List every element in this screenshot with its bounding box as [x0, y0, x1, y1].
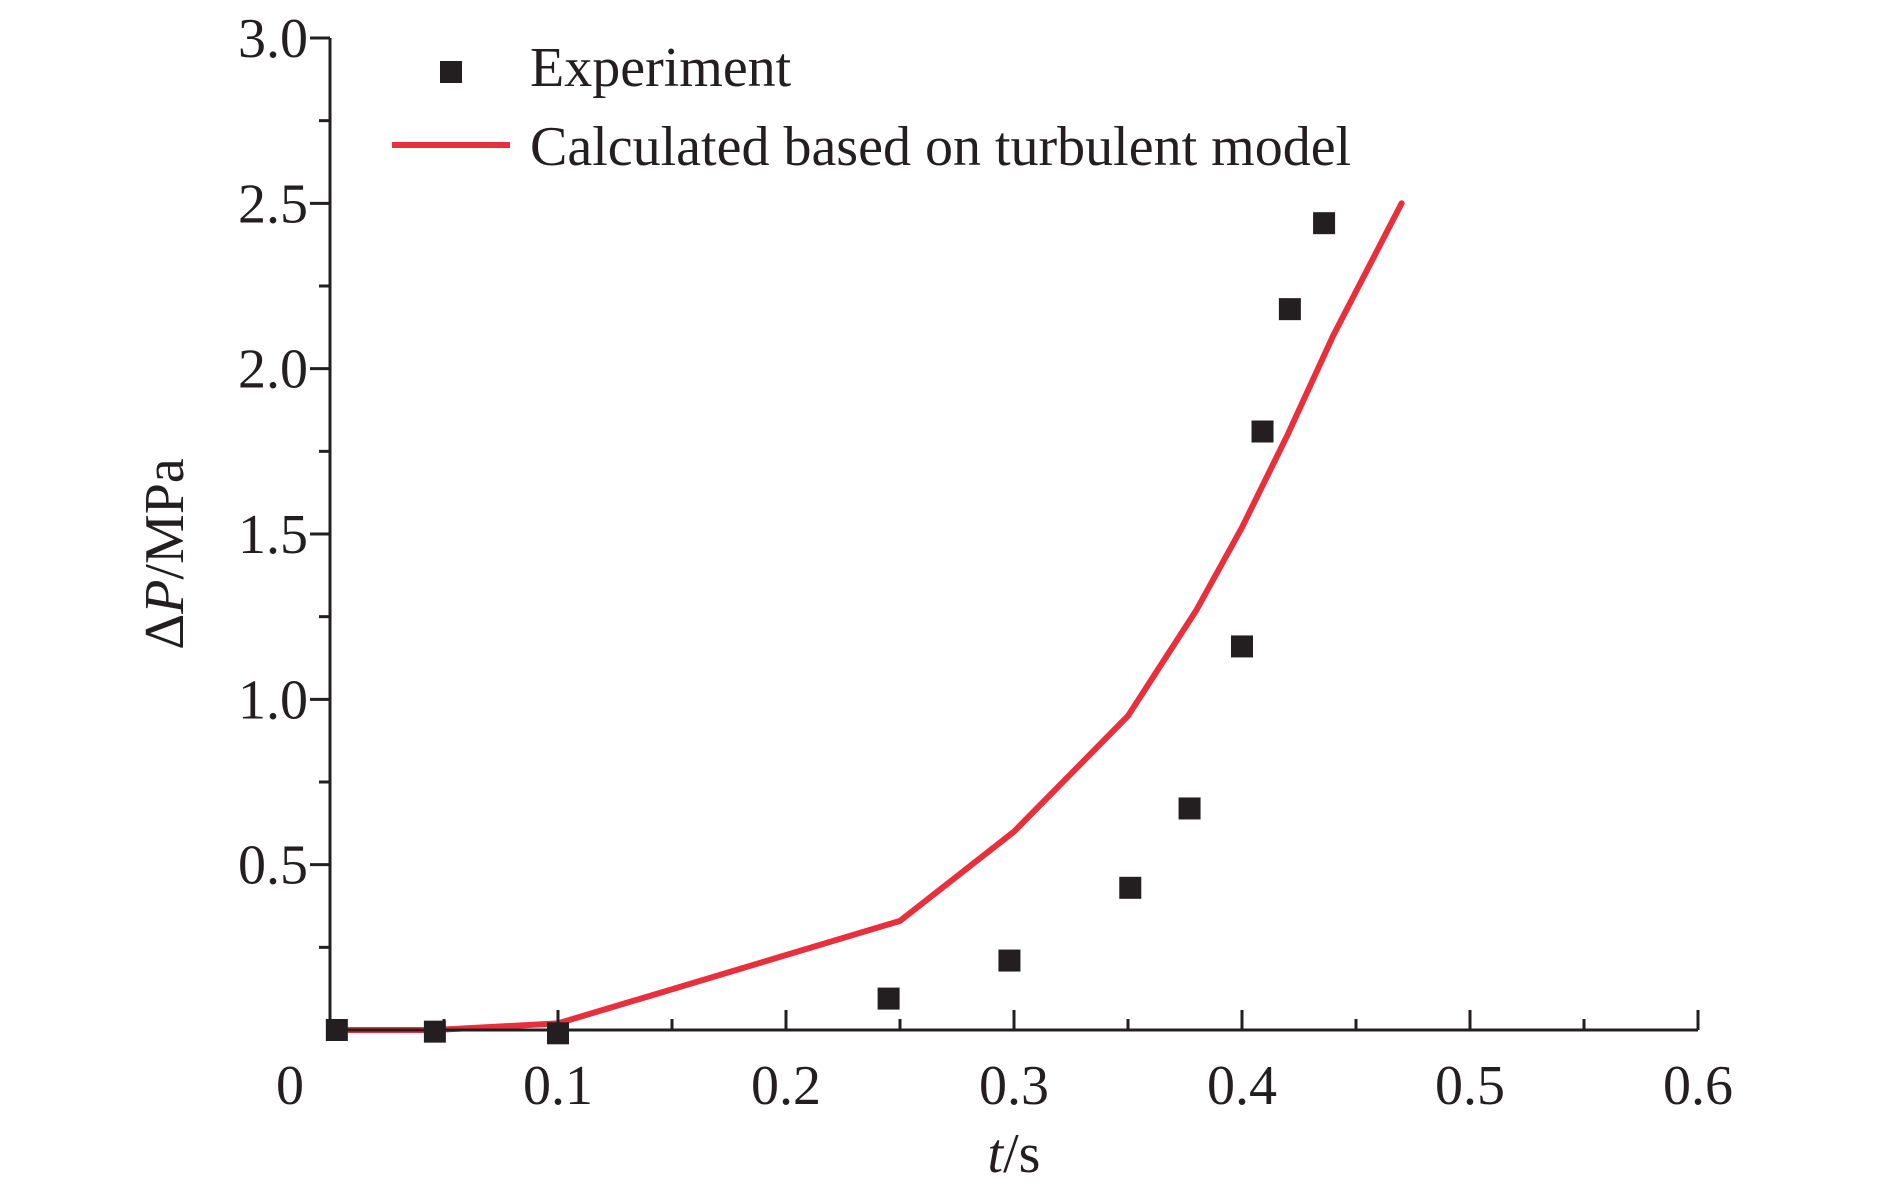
- data-point-marker: [1251, 420, 1274, 443]
- y-axis-title: ΔP/MPa: [134, 458, 196, 650]
- y-ticks: 0.5 1.0 1.5 2.0 2.5 3.0: [238, 8, 330, 949]
- x-axis-title-unit: /s: [1003, 1123, 1040, 1185]
- data-point-marker: [547, 1022, 569, 1045]
- data-point-marker: [1278, 298, 1301, 321]
- data-point-marker: [423, 1020, 446, 1043]
- series-marker-layer: [325, 212, 1336, 1045]
- x-tick-label: 0.3: [979, 1055, 1049, 1117]
- data-point-marker: [1313, 212, 1336, 235]
- x-tick-label: 0.5: [1435, 1055, 1505, 1117]
- legend-label-calculated: Calculated based on turbulent model: [530, 116, 1351, 178]
- x-tick-label: 0: [276, 1055, 304, 1117]
- legend-label-experiment: Experiment: [530, 37, 792, 99]
- data-point-marker: [1178, 797, 1201, 820]
- data-point-marker: [1231, 635, 1253, 658]
- series-line-layer: [333, 200, 1405, 1033]
- x-axis-title-italic: t: [988, 1123, 1005, 1185]
- y-tick-label: 2.0: [238, 339, 308, 401]
- x-tick-label: 0.4: [1207, 1055, 1277, 1117]
- legend-marker-experiment: [440, 61, 462, 83]
- y-tick-label: 2.5: [238, 173, 308, 235]
- y-tick-label: 1.0: [238, 669, 308, 731]
- x-tick-label: 0.2: [751, 1055, 821, 1117]
- y-axis-title-unit: /MPa: [134, 458, 196, 579]
- y-tick-label: 1.5: [238, 504, 308, 566]
- data-point-marker: [1119, 876, 1142, 899]
- x-ticks: 0 0.1 0.2 0.3 0.4 0.5 0.6: [276, 1010, 1733, 1117]
- series-line: [333, 200, 1405, 1033]
- y-axis-title-italic: P: [134, 580, 196, 615]
- x-axis-title: t/s: [988, 1123, 1041, 1185]
- y-axis-title-prefix: Δ: [134, 614, 196, 650]
- legend: Experiment Calculated based on turbulent…: [392, 37, 1351, 178]
- x-tick-label: 0.6: [1663, 1055, 1733, 1117]
- y-tick-label: 3.0: [238, 8, 308, 70]
- data-point-marker: [998, 949, 1021, 972]
- data-point-marker: [877, 987, 900, 1010]
- x-tick-label: 0.1: [523, 1055, 593, 1117]
- y-tick-label: 0.5: [238, 835, 308, 897]
